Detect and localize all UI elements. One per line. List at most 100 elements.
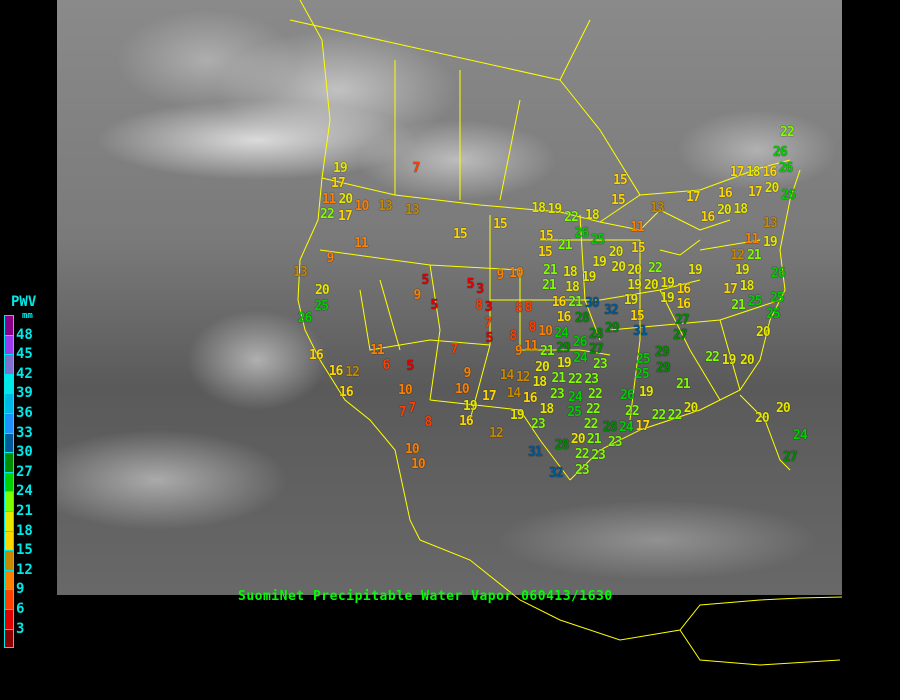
color-scale-label: 27 — [16, 463, 33, 480]
station-pwv-value: 12 — [345, 364, 360, 380]
station-pwv-value: 27 — [675, 313, 690, 329]
station-pwv-value: 25 — [567, 405, 582, 421]
station-pwv-value: 15 — [453, 226, 468, 242]
station-pwv-value: 20 — [535, 359, 550, 375]
station-pwv-value: 19 — [557, 355, 572, 371]
station-pwv-value: 31 — [528, 444, 543, 460]
station-pwv-value: 7 — [484, 315, 493, 331]
station-pwv-value: 19 — [660, 276, 675, 292]
station-pwv-value: 9 — [413, 288, 422, 304]
station-pwv-value: 18 — [565, 280, 580, 296]
station-pwv-value: 15 — [611, 192, 626, 208]
station-pwv-value: 18 — [733, 201, 748, 217]
station-pwv-value: 17 — [482, 388, 497, 404]
color-scale — [4, 315, 14, 649]
station-pwv-value: 24 — [573, 350, 588, 366]
station-pwv-value: 16 — [522, 390, 538, 406]
map-caption: SuomiNet Precipitable Water Vapor 060413… — [238, 589, 613, 604]
station-pwv-value: 16 — [676, 297, 691, 313]
color-swatch — [4, 491, 14, 511]
station-pwv-value: 16 — [339, 384, 354, 400]
station-pwv-value: 11 — [321, 192, 337, 208]
station-pwv-value: 16 — [762, 164, 778, 180]
station-pwv-value: 19 — [688, 262, 703, 278]
station-pwv-value: 20 — [717, 202, 732, 218]
station-pwv-value: 26 — [620, 388, 635, 404]
station-pwv-value: 18 — [739, 278, 755, 294]
station-pwv-value: 9 — [463, 366, 472, 382]
station-pwv-value: 8 — [475, 297, 483, 313]
station-pwv-value: 19 — [627, 278, 642, 294]
station-pwv-value: 19 — [510, 407, 525, 423]
station-pwv-value: 9 — [326, 250, 335, 266]
color-swatch — [4, 628, 14, 649]
station-pwv-value: 18 — [531, 200, 546, 216]
station-pwv-value: 16 — [718, 186, 733, 202]
station-pwv-value: 15 — [631, 240, 646, 256]
station-pwv-value: 19 — [639, 384, 654, 400]
station-pwv-value: 21 — [568, 295, 583, 311]
station-pwv-value: 10 — [398, 382, 413, 398]
color-swatch — [4, 432, 14, 453]
station-pwv-value: 22 — [648, 260, 663, 276]
station-pwv-value: 16 — [676, 282, 691, 298]
color-scale-label: 15 — [16, 542, 33, 559]
legend-title: PWV — [11, 294, 37, 310]
station-pwv-value: 29 — [556, 340, 571, 356]
station-pwv-value: 25 — [766, 306, 781, 322]
station-pwv-value: 9 — [496, 267, 505, 283]
station-pwv-value: 19 — [721, 352, 737, 368]
station-pwv-value: 19 — [592, 254, 607, 270]
station-pwv-value: 19 — [660, 291, 675, 307]
station-pwv-value: 10 — [455, 381, 470, 397]
station-pwv-value: 28 — [588, 326, 604, 342]
station-pwv-value: 24 — [793, 427, 808, 443]
color-scale-label: 18 — [16, 522, 33, 539]
station-pwv-value: 6 — [382, 357, 391, 373]
state-lines-west — [319, 215, 600, 481]
color-scale-label: 6 — [16, 601, 25, 617]
station-pwv-value: 17 — [729, 164, 745, 180]
station-pwv-value: 17 — [686, 189, 701, 205]
canada-provinces — [289, 0, 641, 201]
color-scale-label: 12 — [16, 561, 33, 578]
station-pwv-value: 19 — [463, 398, 478, 414]
station-pwv-value: 22 — [651, 407, 667, 423]
station-pwv-value: 15 — [630, 308, 645, 324]
station-pwv-value: 20 — [755, 410, 770, 426]
station-pwv-value: 10 — [405, 441, 420, 457]
station-pwv-value: 10 — [509, 265, 524, 281]
satellite-map — [57, 0, 842, 595]
color-swatch — [4, 530, 14, 551]
station-pwv-value: 17 — [338, 208, 353, 224]
station-pwv-value: 23 — [531, 416, 546, 432]
station-pwv-value: 20 — [608, 244, 624, 260]
color-scale-label: 9 — [16, 581, 25, 598]
station-pwv-value: 30 — [585, 296, 600, 312]
station-pwv-value: 24 — [568, 389, 583, 405]
station-pwv-value: 18 — [585, 207, 600, 223]
station-pwv-value: 23 — [584, 371, 599, 387]
station-pwv-value: 21 — [586, 432, 602, 448]
station-pwv-value: 16 — [459, 414, 474, 430]
station-pwv-value: 21 — [540, 344, 555, 360]
color-swatch — [4, 412, 14, 433]
color-swatch — [4, 550, 14, 570]
station-pwv-value: 5 — [430, 297, 439, 313]
station-pwv-value: 23 — [591, 447, 606, 463]
station-pwv-value: 22 — [705, 349, 720, 365]
station-pwv-value: 21 — [542, 278, 557, 294]
station-pwv-value: 21 — [543, 262, 558, 278]
color-swatch — [4, 315, 14, 335]
color-swatch — [4, 471, 14, 492]
station-pwv-value: 18 — [539, 401, 555, 417]
west-coast — [297, 177, 421, 541]
station-pwv-value: 17 — [748, 184, 763, 200]
station-pwv-value: 5 — [421, 272, 430, 288]
station-pwv-value: 22 — [574, 447, 590, 463]
station-pwv-value: 13 — [650, 200, 665, 216]
station-pwv-value: 13 — [405, 202, 420, 218]
station-pwv-value: 11 — [744, 232, 760, 248]
station-pwv-value: 22 — [667, 407, 683, 423]
station-pwv-value: 18 — [745, 164, 761, 180]
